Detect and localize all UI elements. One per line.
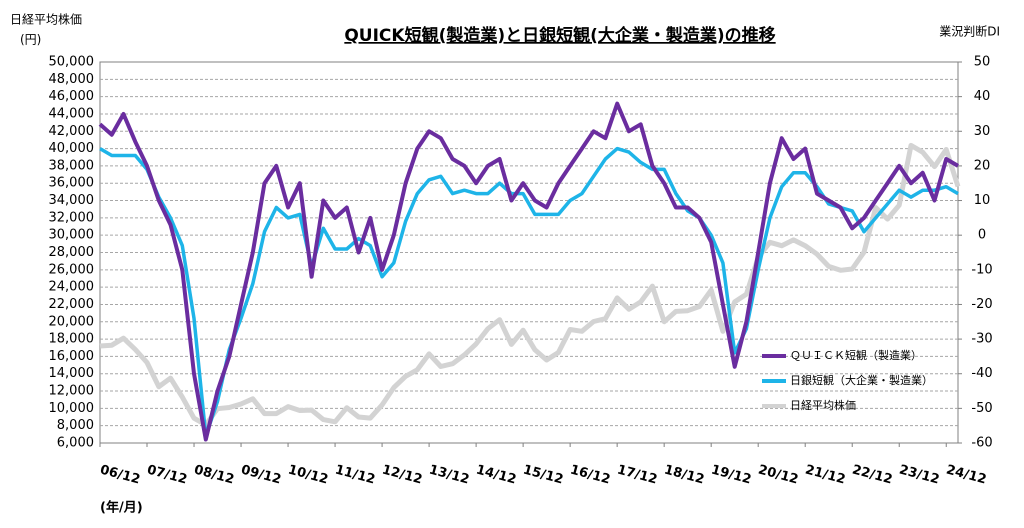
y-tick-label: 36,000: [49, 176, 95, 191]
y-tick-label: 38,000: [49, 158, 95, 173]
x-tick-label: 15/12: [521, 462, 564, 487]
x-tick-label: 13/12: [427, 462, 470, 487]
y-tick-label: 30,000: [49, 228, 95, 243]
legend-label: ＱＵＩＣＫ短観（製造業）: [790, 348, 922, 362]
series-line: [98, 101, 960, 442]
y2-tick-label: -50: [971, 401, 992, 416]
y2-tick-label: 50: [974, 55, 991, 70]
y-tick-label: 44,000: [49, 106, 95, 121]
y-tick-label: 24,000: [49, 280, 95, 295]
y-tick-label: 42,000: [49, 124, 95, 139]
y2-tick-label: -10: [971, 262, 992, 277]
x-tick-label: 14/12: [474, 462, 517, 487]
y2-tick-label: 30: [974, 124, 991, 139]
x-tick-label: 12/12: [380, 462, 423, 487]
chart-title: QUICK短観(製造業)と日銀短観(大企業・製造業)の推移: [344, 25, 775, 46]
y-tick-label: 14,000: [49, 366, 95, 381]
y-tick-label: 20,000: [49, 314, 95, 329]
y-tick-label: 26,000: [49, 262, 95, 277]
x-axis-label: (年/月): [100, 500, 143, 516]
y-tick-label: 46,000: [49, 89, 95, 104]
y-tick-label: 50,000: [49, 55, 95, 70]
x-tick-label: 24/12: [945, 462, 988, 487]
y-tick-label: 6,000: [57, 436, 94, 451]
y-tick-label: 28,000: [49, 245, 95, 260]
series-line: [99, 142, 961, 428]
x-tick-label: 21/12: [803, 462, 846, 487]
x-tick-label: 09/12: [239, 462, 282, 487]
x-tick-label: 23/12: [898, 462, 941, 487]
x-tick-label: 20/12: [756, 462, 799, 487]
y-tick-label: 34,000: [49, 193, 95, 208]
y2-tick-label: 20: [974, 158, 991, 173]
y-tick-label: 8,000: [57, 418, 94, 433]
y2-tick-label: 10: [974, 193, 991, 208]
y-tick-label: 32,000: [49, 210, 95, 225]
x-tick-label: 22/12: [851, 462, 894, 487]
y2-tick-label: -20: [971, 297, 992, 312]
y2-tick-label: 0: [978, 228, 986, 243]
x-tick-label: 18/12: [662, 462, 705, 487]
x-tick-label: 11/12: [333, 462, 376, 487]
y2-tick-label: -60: [971, 436, 992, 451]
y-tick-label: 22,000: [49, 297, 95, 312]
y2-tick-label: 40: [974, 89, 991, 104]
legend-label: 日銀短観（大企業・製造業）: [790, 373, 933, 387]
y-tick-label: 48,000: [49, 72, 95, 87]
y-tick-label: 16,000: [49, 349, 95, 364]
y-tick-label: 10,000: [49, 401, 95, 416]
y2-tick-label: -40: [971, 366, 992, 381]
legend-label: 日経平均株価: [790, 398, 856, 412]
x-tick-label: 10/12: [286, 462, 329, 487]
y-tick-label: 40,000: [49, 141, 95, 156]
x-tick-label: 08/12: [192, 462, 235, 487]
y-axis-label: 日経平均株価: [10, 12, 82, 27]
y-axis-unit: (円): [20, 33, 41, 47]
y2-axis-label: 業況判断DI: [939, 24, 1000, 39]
x-tick-label: 17/12: [615, 462, 658, 487]
x-tick-label: 07/12: [145, 462, 188, 487]
x-tick-label: 16/12: [568, 462, 611, 487]
y-tick-label: 18,000: [49, 332, 95, 347]
y-tick-label: 12,000: [49, 384, 95, 399]
x-tick-label: 19/12: [709, 462, 752, 487]
y2-tick-label: -30: [971, 332, 992, 347]
x-tick-label: 06/12: [98, 462, 141, 487]
